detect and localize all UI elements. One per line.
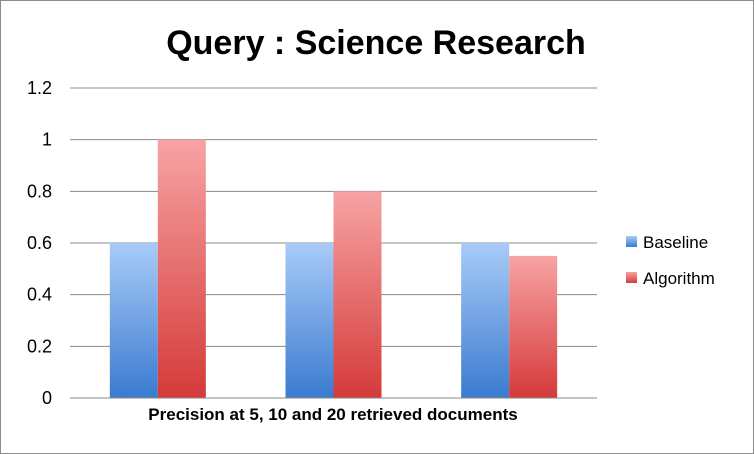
legend: Baseline Algorithm bbox=[626, 233, 715, 288]
bar-baseline-1 bbox=[109, 243, 158, 398]
legend-swatch-baseline bbox=[626, 236, 637, 247]
y-tick-label: 1 bbox=[42, 130, 52, 150]
y-tick-label: 0.4 bbox=[27, 285, 52, 305]
y-tick-label: 1.2 bbox=[27, 78, 52, 98]
legend-label-algorithm: Algorithm bbox=[643, 269, 715, 288]
y-tick-label: 0 bbox=[42, 388, 52, 408]
legend-label-baseline: Baseline bbox=[643, 233, 708, 252]
x-axis-label: Precision at 5, 10 and 20 retrieved docu… bbox=[148, 405, 517, 424]
y-tick-label: 0.6 bbox=[27, 233, 52, 253]
y-tick-label: 0.8 bbox=[27, 181, 52, 201]
bar-algorithm-1 bbox=[157, 139, 206, 398]
bar-baseline-3 bbox=[461, 243, 510, 398]
bar-baseline-2 bbox=[285, 243, 334, 398]
y-axis-ticks: 0 0.2 0.4 0.6 0.8 1 1.2 bbox=[27, 78, 52, 408]
bar-algorithm-3 bbox=[509, 255, 558, 398]
chart-title: Query : Science Research bbox=[166, 24, 586, 62]
y-tick-label: 0.2 bbox=[27, 336, 52, 356]
legend-swatch-algorithm bbox=[626, 272, 637, 283]
bars bbox=[109, 139, 558, 398]
bar-algorithm-2 bbox=[333, 191, 382, 398]
